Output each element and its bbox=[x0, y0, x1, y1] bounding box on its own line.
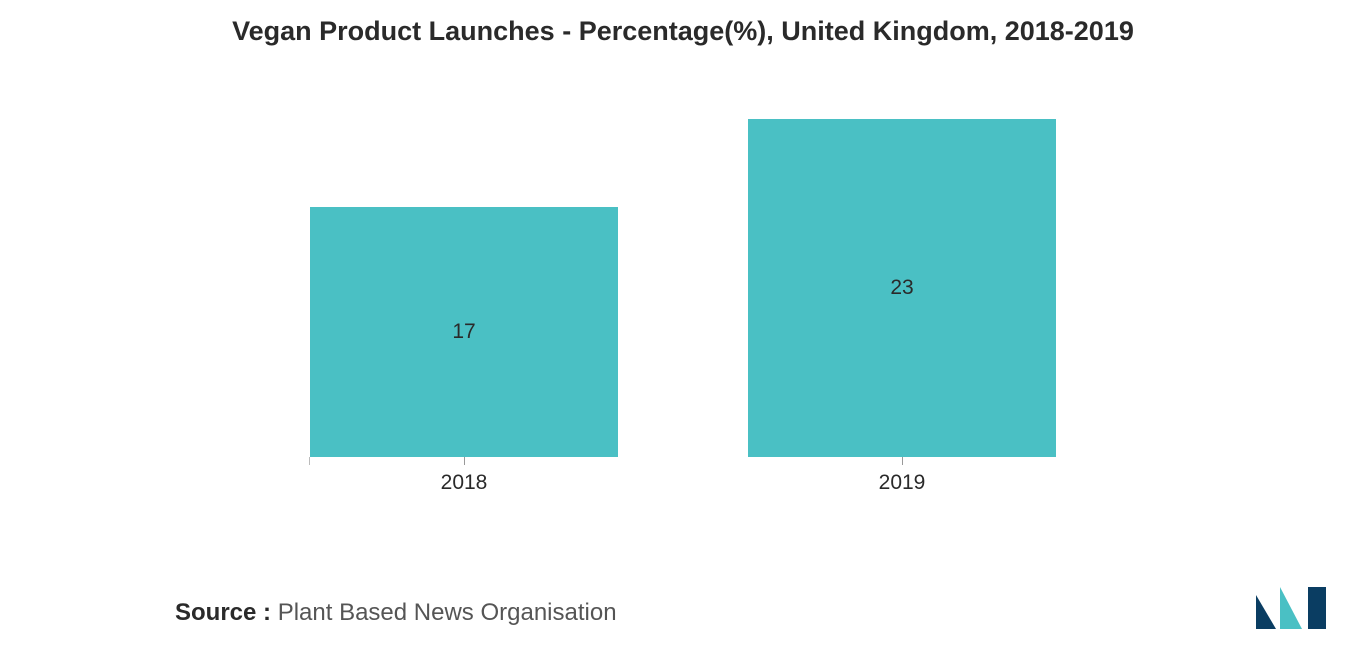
tick-mark bbox=[464, 457, 465, 465]
source-label: Source : bbox=[175, 599, 271, 626]
tick-mark bbox=[309, 457, 310, 465]
tick-mark bbox=[902, 457, 903, 465]
bar-2019: 23 bbox=[748, 119, 1056, 457]
brand-logo bbox=[1254, 585, 1334, 633]
source-attribution: Source : Plant Based News Organisation bbox=[175, 599, 617, 627]
chart-plot-area: 17 2018 23 2019 bbox=[0, 57, 1366, 507]
bar-label-2019: 2019 bbox=[879, 471, 926, 495]
bar-group-2018: 17 2018 bbox=[310, 207, 618, 457]
chart-title: Vegan Product Launches - Percentage(%), … bbox=[0, 0, 1366, 57]
bar-value-2019: 23 bbox=[890, 276, 913, 300]
logo-icon bbox=[1254, 585, 1334, 633]
bar-label-2018: 2018 bbox=[441, 471, 488, 495]
bar-group-2019: 23 2019 bbox=[748, 119, 1056, 457]
bar-2018: 17 bbox=[310, 207, 618, 457]
bar-value-2018: 17 bbox=[452, 320, 475, 344]
source-text: Plant Based News Organisation bbox=[271, 599, 617, 626]
